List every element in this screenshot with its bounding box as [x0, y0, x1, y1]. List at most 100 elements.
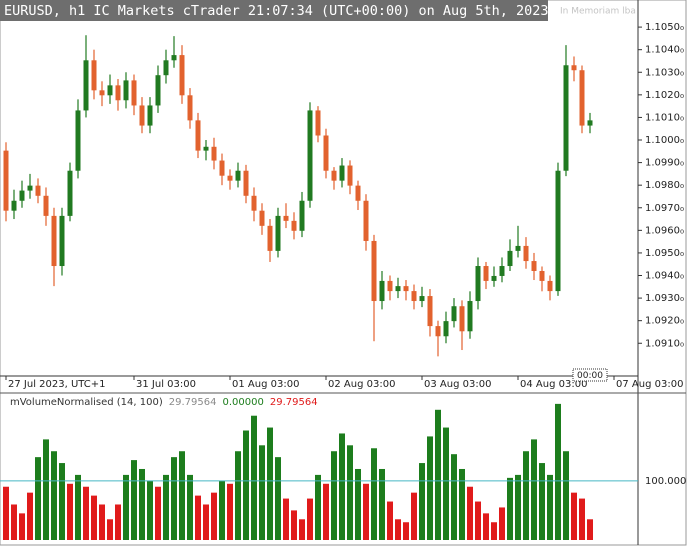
volume-bar [99, 504, 105, 540]
candle-body [235, 170, 241, 181]
volume-bar [139, 468, 145, 540]
volume-bar [11, 504, 17, 540]
y-tick-label: 1.0920₀ [645, 316, 684, 327]
y-tick-label: 1.0970₀ [645, 203, 684, 214]
volume-bar [43, 439, 49, 540]
volume-bar [27, 492, 33, 540]
candle-body [139, 105, 145, 126]
volume-bar [299, 519, 305, 540]
candle-body [219, 160, 225, 176]
x-tick-label: 01 Aug 03:00 [232, 379, 299, 390]
y-tick-label: 100.0000 [645, 476, 687, 487]
candle-body [227, 175, 233, 181]
candle-body [19, 190, 25, 201]
volume-bar [587, 519, 593, 540]
x-tick-label: 07 Aug 03:00 [616, 379, 683, 390]
candle-body [507, 250, 513, 267]
volume-bar [483, 513, 489, 540]
candle-body [115, 85, 121, 101]
candle-body [467, 301, 473, 332]
candle-body [459, 306, 465, 332]
y-tick-label: 1.0930₀ [645, 293, 684, 304]
candle-body [75, 110, 81, 171]
volume-bar [107, 519, 113, 540]
volume-bar [459, 468, 465, 540]
y-tick-label: 1.1000₀ [645, 135, 684, 146]
indicator-readout: 29.79564 [270, 397, 318, 408]
volume-bar [347, 445, 353, 540]
volume-bar [555, 403, 561, 540]
candle-body [211, 146, 217, 161]
volume-bar [491, 522, 497, 540]
indicator-readout: 29.79564 [169, 397, 217, 408]
volume-bar [395, 519, 401, 540]
volume-bar [419, 463, 425, 540]
candle-body [299, 200, 305, 231]
candle-body [347, 165, 353, 186]
candle-body [547, 280, 553, 292]
volume-bar [339, 433, 345, 540]
volume-bar [179, 451, 185, 540]
candle-body [571, 65, 577, 71]
candle-body [275, 215, 281, 251]
volume-bar [515, 474, 521, 540]
volume-bar [219, 480, 225, 540]
candle-body [419, 296, 425, 302]
candle-body [371, 240, 377, 302]
volume-bar [467, 486, 473, 540]
volume-bar [507, 477, 513, 540]
x-tick-label: 04 Aug 03:00 [520, 379, 587, 390]
volume-bar [443, 427, 449, 540]
x-tick-label: 27 Jul 2023, UTC+1 [8, 379, 106, 390]
candle-body [251, 195, 257, 211]
candle-body [451, 306, 457, 322]
volume-bar [531, 439, 537, 540]
volume-bar [259, 445, 265, 540]
x-tick-label: 03 Aug 03:00 [424, 379, 491, 390]
volume-bar [251, 415, 257, 540]
y-tick-label: 1.0950₀ [645, 248, 684, 259]
candle-body [291, 220, 297, 231]
candle-body [331, 170, 337, 181]
volume-bar [243, 430, 249, 540]
candle-body [363, 200, 369, 241]
y-tick-label: 1.0990₀ [645, 158, 684, 169]
volume-bar [67, 483, 73, 540]
volume-bar [523, 451, 529, 540]
candle-body [315, 110, 321, 136]
header-bar [0, 0, 548, 21]
volume-bar [267, 427, 273, 540]
volume-bar [75, 474, 81, 540]
candle-body [67, 170, 73, 216]
volume-bar [163, 474, 169, 540]
y-tick-label: 1.0980₀ [645, 180, 684, 191]
volume-bar [571, 492, 577, 540]
watermark: In Memoriam lba [560, 7, 636, 17]
volume-bar [131, 460, 137, 540]
candle-body [163, 60, 169, 76]
volume-bar [379, 468, 385, 540]
volume-bar [187, 474, 193, 540]
candle-body [171, 55, 177, 61]
y-tick-label: 1.0910₀ [645, 338, 684, 349]
volume-bar [411, 492, 417, 540]
volume-bar [147, 480, 153, 540]
volume-bar [83, 486, 89, 540]
volume-bar [363, 483, 369, 540]
x-tick-label: 02 Aug 03:00 [328, 379, 395, 390]
candle-body [523, 245, 529, 262]
candle-body [355, 185, 361, 201]
chart-title: EURUSD, h1 IC Markets cTrader 21:07:34 (… [4, 3, 549, 19]
volume-bar [331, 451, 337, 540]
volume-bar [35, 457, 41, 540]
volume-bar [155, 486, 161, 540]
candle-body [123, 80, 129, 101]
candle-body [107, 85, 113, 96]
candle-body [499, 266, 505, 276]
volume-bar [323, 483, 329, 540]
volume-bar [211, 492, 217, 540]
volume-bar [387, 501, 393, 540]
volume-bar [291, 510, 297, 540]
candle-body [563, 65, 569, 171]
